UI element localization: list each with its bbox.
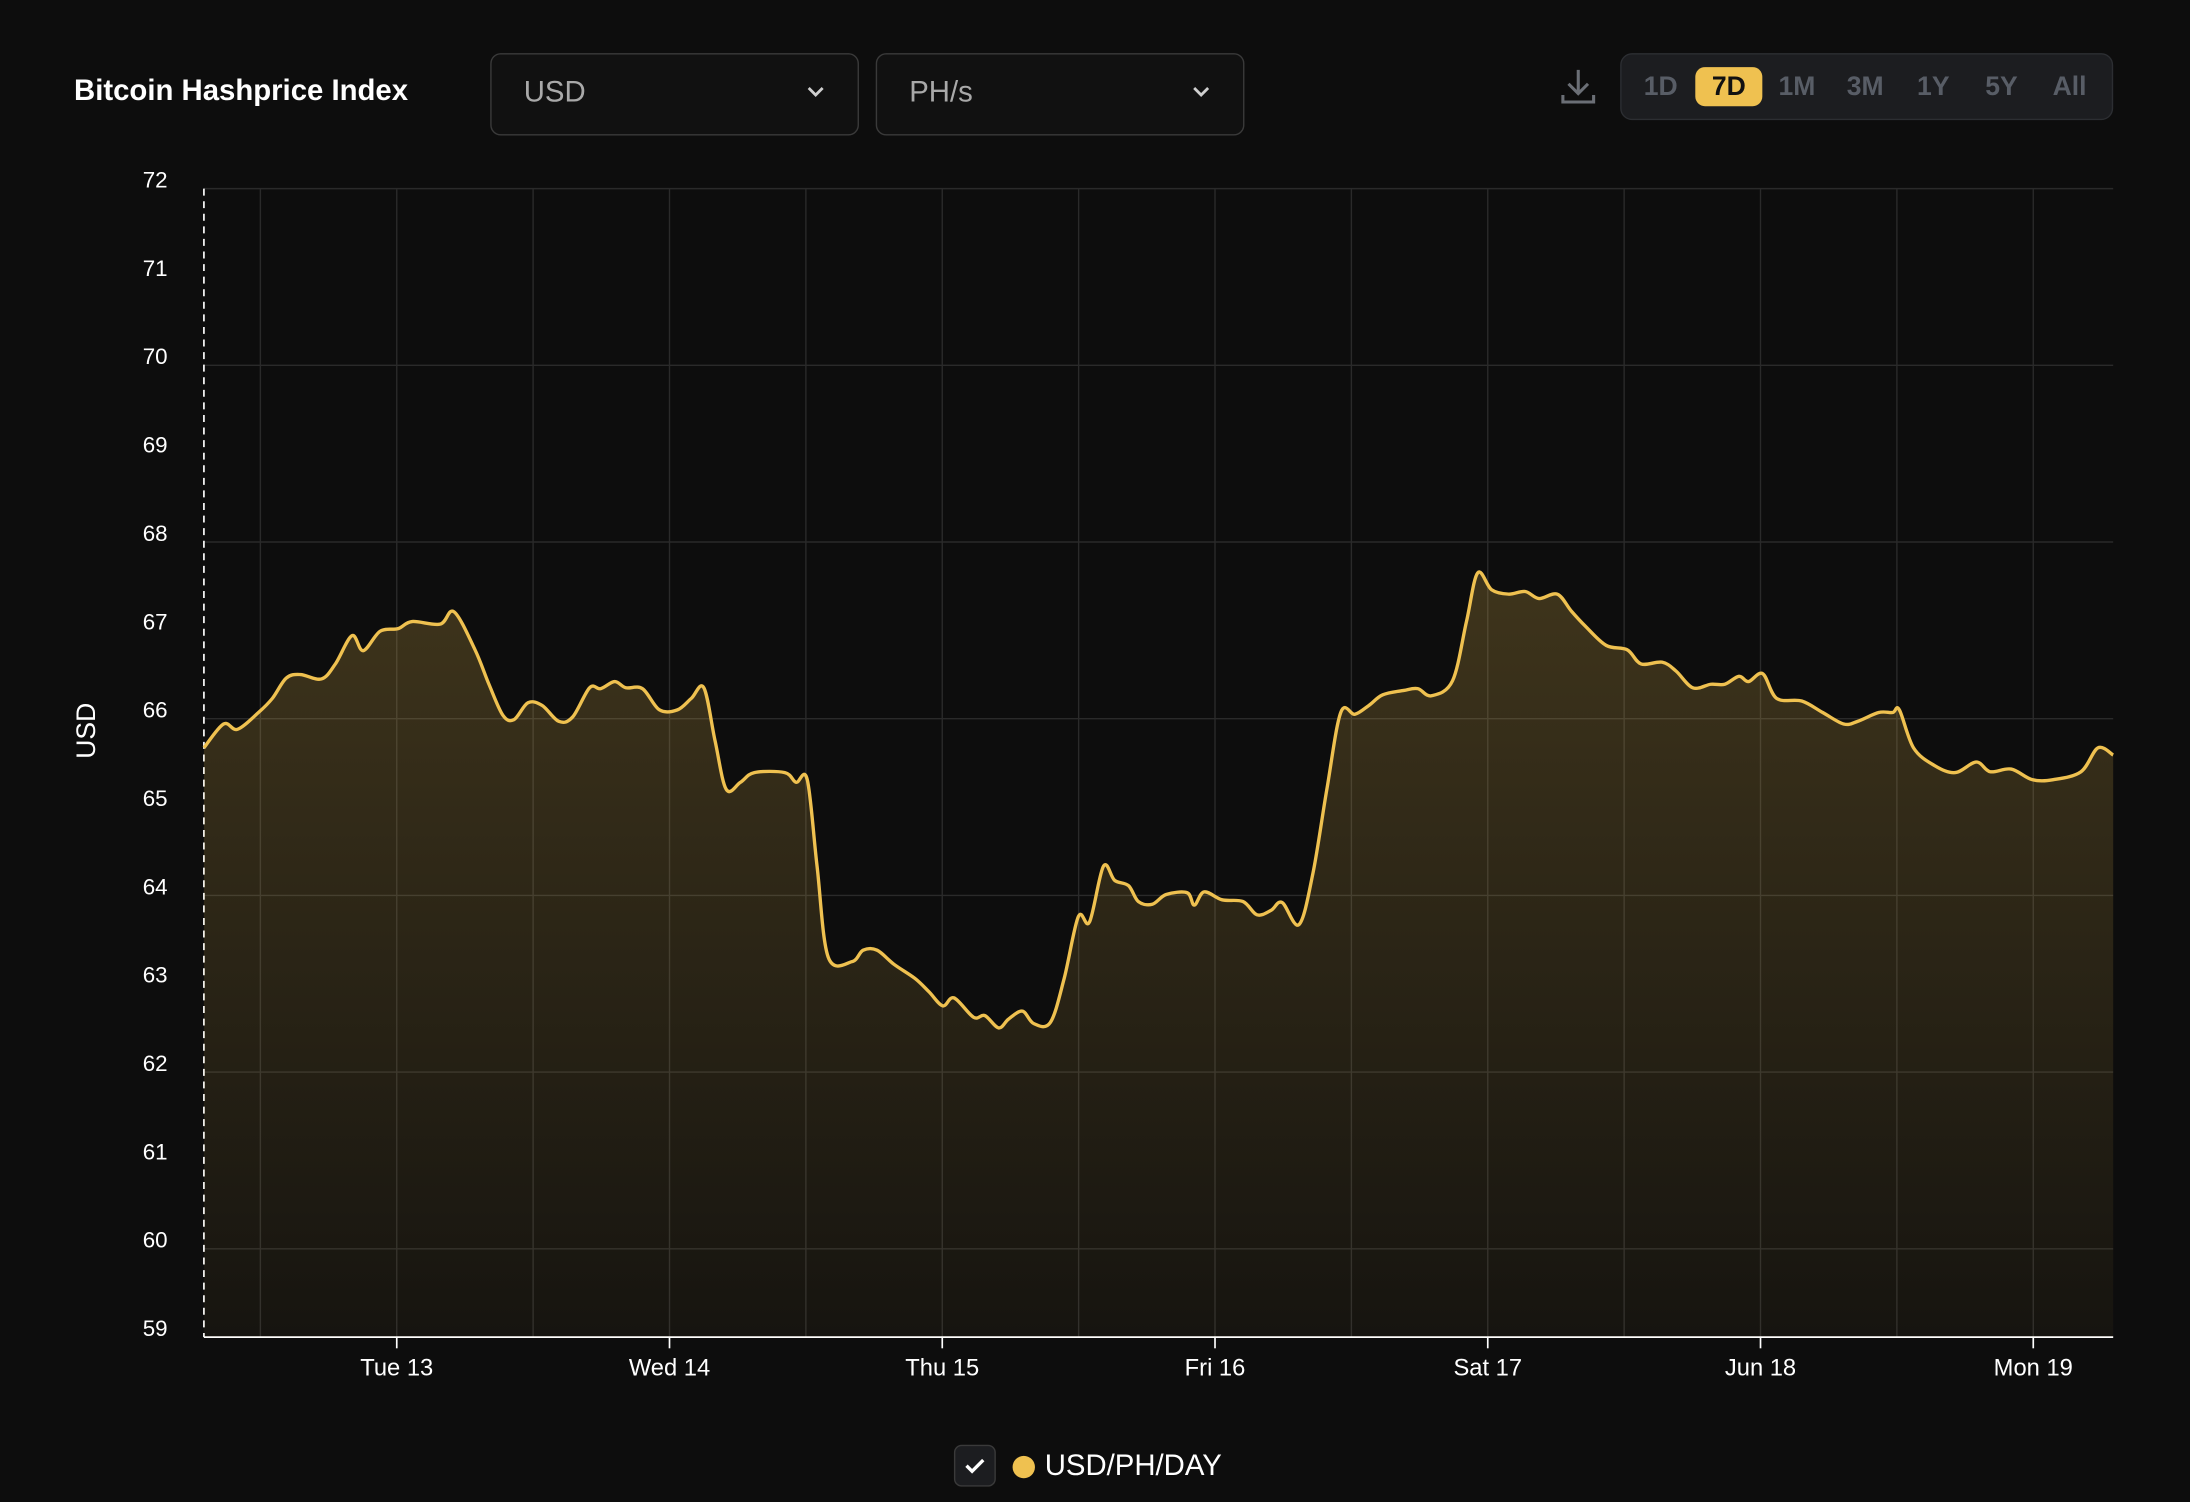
chevron[interactable] xyxy=(1193,87,1210,97)
x-tick-label: Thu 15 xyxy=(905,1356,979,1382)
legend-swatch xyxy=(1012,1455,1035,1479)
range-button[interactable]: 1M xyxy=(1779,71,1816,101)
chevron[interactable] xyxy=(807,87,824,97)
y-tick-label: 62 xyxy=(143,1051,168,1076)
dropdown-box[interactable] xyxy=(875,53,1245,136)
range-button[interactable]: 1D xyxy=(1644,71,1678,101)
range-button[interactable]: 5Y xyxy=(1985,71,2018,101)
legend-checkbox[interactable] xyxy=(953,1444,996,1487)
line xyxy=(202,570,2115,1030)
y-tick-label: 71 xyxy=(143,256,168,281)
y-tick-label: 63 xyxy=(143,963,168,988)
y-tick-label: 72 xyxy=(143,168,168,193)
area xyxy=(203,571,2114,1338)
x-tick-label: Sat 17 xyxy=(1453,1356,1522,1382)
download-icon[interactable] xyxy=(1561,69,1596,104)
x-tick-label: Jun 18 xyxy=(1725,1356,1796,1382)
y-tick-label: 60 xyxy=(143,1228,168,1253)
dropdown-value[interactable]: USD xyxy=(524,75,586,108)
y-tick-label: 67 xyxy=(143,609,168,634)
legend-item[interactable]: USD/PH/DAY xyxy=(953,1444,1222,1487)
y-tick-label: 61 xyxy=(143,1139,168,1164)
dropdown-value[interactable]: PH/s xyxy=(909,75,973,108)
x-tick-label: Fri 16 xyxy=(1185,1356,1246,1382)
range-active-pill[interactable] xyxy=(1695,67,1763,107)
range-button[interactable]: 3M xyxy=(1847,71,1884,101)
range-button[interactable]: 7D xyxy=(1712,71,1746,101)
unit-dropdown[interactable]: PH/s xyxy=(875,53,1245,136)
y-tick-label: 66 xyxy=(143,698,168,723)
y-tick-label: 68 xyxy=(143,521,168,546)
x-tick-label: Mon 19 xyxy=(1994,1356,2073,1382)
range-button[interactable]: 1Y xyxy=(1917,71,1950,101)
range-button[interactable]: All xyxy=(2053,71,2087,101)
y-tick-label: 65 xyxy=(143,786,168,811)
x-tick-label: Wed 14 xyxy=(629,1356,710,1382)
title: Bitcoin Hashprice Index xyxy=(74,74,409,107)
check-mark[interactable] xyxy=(965,1458,985,1474)
y-tick-label: 69 xyxy=(143,433,168,458)
y-tick-label: 64 xyxy=(143,874,168,899)
download-button[interactable] xyxy=(1561,69,1596,104)
currency-dropdown[interactable]: USD xyxy=(490,53,859,136)
x-tick-label: Tue 13 xyxy=(360,1356,433,1382)
dropdown-box[interactable] xyxy=(490,53,859,136)
y-tick-label: 70 xyxy=(143,344,168,369)
y-tick-label: 59 xyxy=(143,1316,168,1341)
legend-label[interactable]: USD/PH/DAY xyxy=(1045,1449,1222,1482)
y-axis-label: USD xyxy=(71,703,101,759)
